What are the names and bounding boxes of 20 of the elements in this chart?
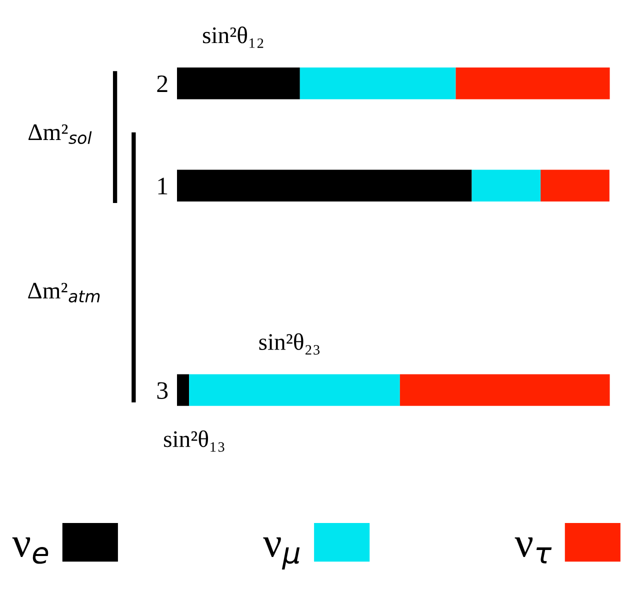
bar	[176, 374, 190, 406]
bar	[540, 170, 610, 202]
bar	[176, 68, 300, 100]
legend-label: ν$_{τ}$	[514, 537, 552, 564]
bar	[300, 68, 456, 100]
bar	[189, 374, 400, 406]
text: Δm²$_{sol}$	[28, 124, 92, 144]
y-tick-label: 3	[157, 382, 168, 399]
annotation: sin²θ₂₃	[259, 333, 320, 355]
annotation: sin²θ₁₂	[203, 26, 264, 48]
bar	[456, 68, 610, 100]
bar	[472, 170, 541, 202]
legend-label: ν$_{e}$	[12, 537, 48, 564]
y-tick-label: 1	[158, 178, 168, 194]
y-tick-label: 2	[157, 76, 168, 92]
legend-label: ν$_{μ}$	[263, 537, 300, 570]
text: Δm²$_{atm}$	[28, 282, 100, 303]
bar	[176, 170, 472, 202]
annotation: sin²θ₁₃	[164, 430, 224, 452]
bar	[400, 374, 610, 406]
